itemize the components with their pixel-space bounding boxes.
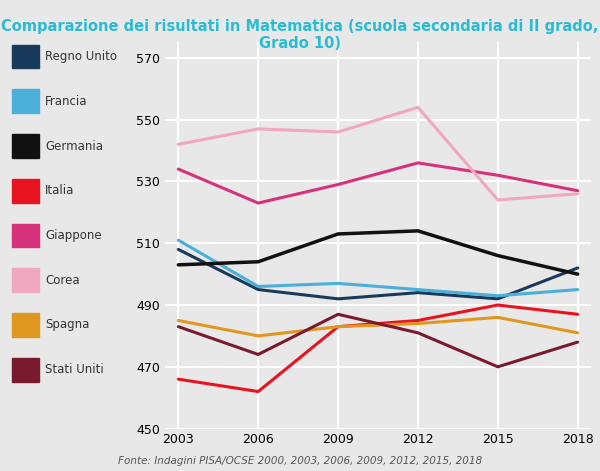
Text: Italia: Italia	[45, 184, 74, 197]
Text: Francia: Francia	[45, 95, 88, 108]
Text: Spagna: Spagna	[45, 318, 89, 332]
Text: Stati Uniti: Stati Uniti	[45, 363, 104, 376]
Text: Regno Unito: Regno Unito	[45, 50, 117, 63]
Text: Germania: Germania	[45, 139, 103, 153]
Text: Comparazione dei risultati in Matematica (scuola secondaria di II grado, Grado 1: Comparazione dei risultati in Matematica…	[1, 19, 599, 51]
Text: Corea: Corea	[45, 274, 80, 287]
Text: Fonte: Indagini PISA/OCSE 2000, 2003, 2006, 2009, 2012, 2015, 2018: Fonte: Indagini PISA/OCSE 2000, 2003, 20…	[118, 456, 482, 466]
Text: Giappone: Giappone	[45, 229, 101, 242]
